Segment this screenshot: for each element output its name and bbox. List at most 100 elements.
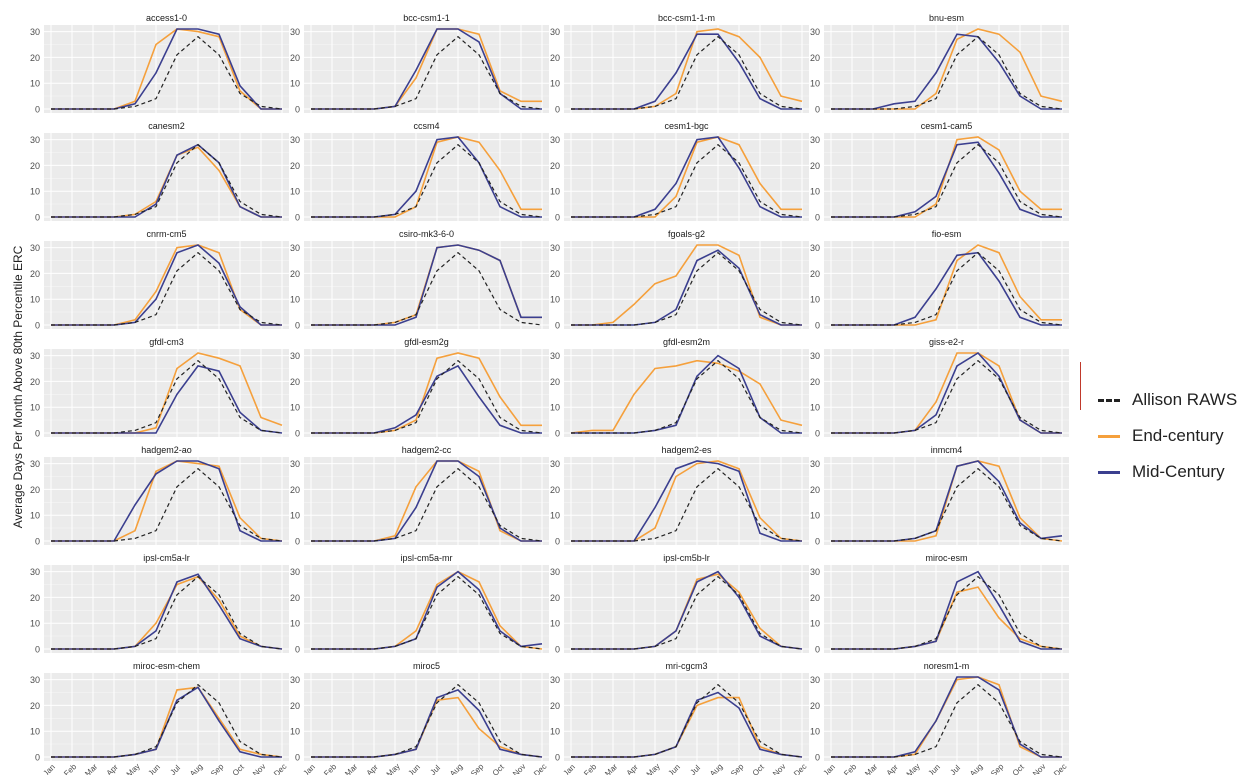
y-tick-label: 10: [550, 79, 560, 89]
y-tick-label: 30: [290, 351, 300, 361]
y-tick-label: 30: [550, 675, 560, 685]
y-tick-label: 30: [550, 27, 560, 37]
y-tick-label: 30: [290, 567, 300, 577]
y-tick-label: 0: [295, 753, 300, 763]
y-tick-label: 30: [290, 135, 300, 145]
series-line-allison-raws: [571, 467, 803, 542]
red-marker-line: [1080, 362, 1081, 410]
facet-title: bcc-csm1-1-m: [658, 13, 715, 23]
facet-panel: miroc5 0 10 20 30 Jan Feb Mar Apr May Jun Jul Aug Sep…: [290, 661, 549, 775]
facet-panel: gfdl-esm2g 0 10 20 30: [290, 337, 549, 439]
y-tick-label: 0: [815, 105, 820, 115]
y-tick-label: 0: [815, 321, 820, 331]
y-tick-label: 10: [550, 511, 560, 521]
facet-title: bnu-esm: [929, 13, 964, 23]
legend-item-mid-century: Mid-Century: [1098, 454, 1237, 490]
x-tick-label: Oct: [1011, 762, 1027, 775]
x-tick-label: Jan: [561, 762, 576, 775]
y-tick-label: 0: [35, 645, 40, 655]
facet-panel: cesm1-cam5 0 10 20 30: [810, 121, 1069, 223]
facet-title: miroc-esm-chem: [133, 661, 200, 671]
facet-panel: fio-esm 0 10 20 30: [810, 229, 1069, 331]
y-tick-label: 20: [810, 161, 820, 171]
y-tick-label: 20: [30, 701, 40, 711]
x-tick-label: Feb: [322, 762, 339, 775]
y-tick-label: 10: [810, 403, 820, 413]
x-tick-label: Jun: [666, 762, 681, 775]
y-tick-label: 20: [810, 377, 820, 387]
y-tick-label: 10: [810, 79, 820, 89]
panel-background: [564, 133, 809, 221]
y-tick-label: 30: [810, 567, 820, 577]
x-tick-label: Apr: [105, 762, 120, 775]
facet-title: canesm2: [148, 121, 185, 131]
x-tick-label: Jan: [301, 762, 316, 775]
x-tick-label: Oct: [751, 762, 767, 775]
y-tick-label: 20: [290, 701, 300, 711]
faceted-line-chart: Average Days Per Month Above 80th Percen…: [11, 13, 1069, 775]
facet-panel: noresm1-m 0 10 20 30 Jan Feb Mar Apr May Jun Jul Aug…: [810, 661, 1069, 775]
y-tick-label: 20: [30, 161, 40, 171]
x-tick-label: Apr: [365, 762, 380, 775]
y-tick-label: 0: [555, 429, 560, 439]
facet-panel: hadgem2-ao 0 10 20 30: [30, 445, 289, 547]
x-tick-label: Jun: [926, 762, 941, 775]
y-tick-label: 10: [30, 619, 40, 629]
facet-title: ccsm4: [413, 121, 439, 131]
x-tick-label: Aug: [968, 762, 984, 775]
y-tick-label: 30: [30, 27, 40, 37]
panel-background: [824, 565, 1069, 653]
y-tick-label: 0: [35, 429, 40, 439]
y-tick-label: 20: [810, 53, 820, 63]
series-line-allison-raws: [51, 143, 283, 218]
y-tick-label: 20: [810, 701, 820, 711]
series-line-allison-raws: [831, 359, 1063, 434]
x-tick-label: Apr: [885, 762, 900, 775]
y-tick-label: 10: [30, 727, 40, 737]
x-tick-label: Dec: [272, 762, 288, 775]
x-tick-label: May: [385, 762, 402, 775]
facet-panel: hadgem2-cc 0 10 20 30: [290, 445, 549, 547]
facet-title: cesm1-cam5: [921, 121, 973, 131]
panel-background: [564, 565, 809, 653]
facet-title: gfdl-cm3: [149, 337, 184, 347]
y-tick-label: 30: [290, 459, 300, 469]
facet-panel: bnu-esm 0 10 20 30: [810, 13, 1069, 115]
series-line-allison-raws: [831, 467, 1063, 542]
y-tick-label: 10: [810, 295, 820, 305]
series-line-end-century: [570, 359, 803, 434]
facet-title: fio-esm: [932, 229, 962, 239]
panel-background: [304, 349, 549, 437]
x-tick-label: Jul: [428, 763, 442, 775]
y-tick-label: 10: [290, 511, 300, 521]
facet-title: gfdl-esm2m: [663, 337, 710, 347]
panel-background: [564, 349, 809, 437]
y-tick-label: 0: [295, 321, 300, 331]
x-tick-label: Jul: [688, 763, 702, 775]
y-tick-label: 30: [810, 27, 820, 37]
y-tick-label: 20: [290, 53, 300, 63]
y-tick-label: 20: [290, 485, 300, 495]
y-tick-label: 20: [30, 485, 40, 495]
panel-background: [44, 565, 289, 653]
panel-background: [44, 673, 289, 761]
y-tick-label: 0: [555, 321, 560, 331]
x-tick-label: Jun: [146, 762, 161, 775]
y-tick-label: 30: [550, 351, 560, 361]
y-tick-label: 0: [295, 105, 300, 115]
series-line-allison-raws: [51, 575, 283, 650]
series-line-allison-raws: [571, 683, 803, 758]
y-tick-label: 10: [30, 403, 40, 413]
y-tick-label: 10: [550, 619, 560, 629]
series-line-allison-raws: [831, 251, 1063, 326]
panel-background: [44, 457, 289, 545]
x-tick-label: Feb: [582, 762, 599, 775]
y-tick-label: 0: [555, 645, 560, 655]
y-tick-label: 0: [295, 213, 300, 223]
series-line-allison-raws: [571, 35, 803, 110]
facet-title: mri-cgcm3: [666, 661, 708, 671]
y-tick-label: 0: [555, 753, 560, 763]
y-tick-label: 30: [550, 459, 560, 469]
facet-title: ipsl-cm5a-lr: [143, 553, 190, 563]
x-tick-label: Jul: [168, 763, 182, 775]
